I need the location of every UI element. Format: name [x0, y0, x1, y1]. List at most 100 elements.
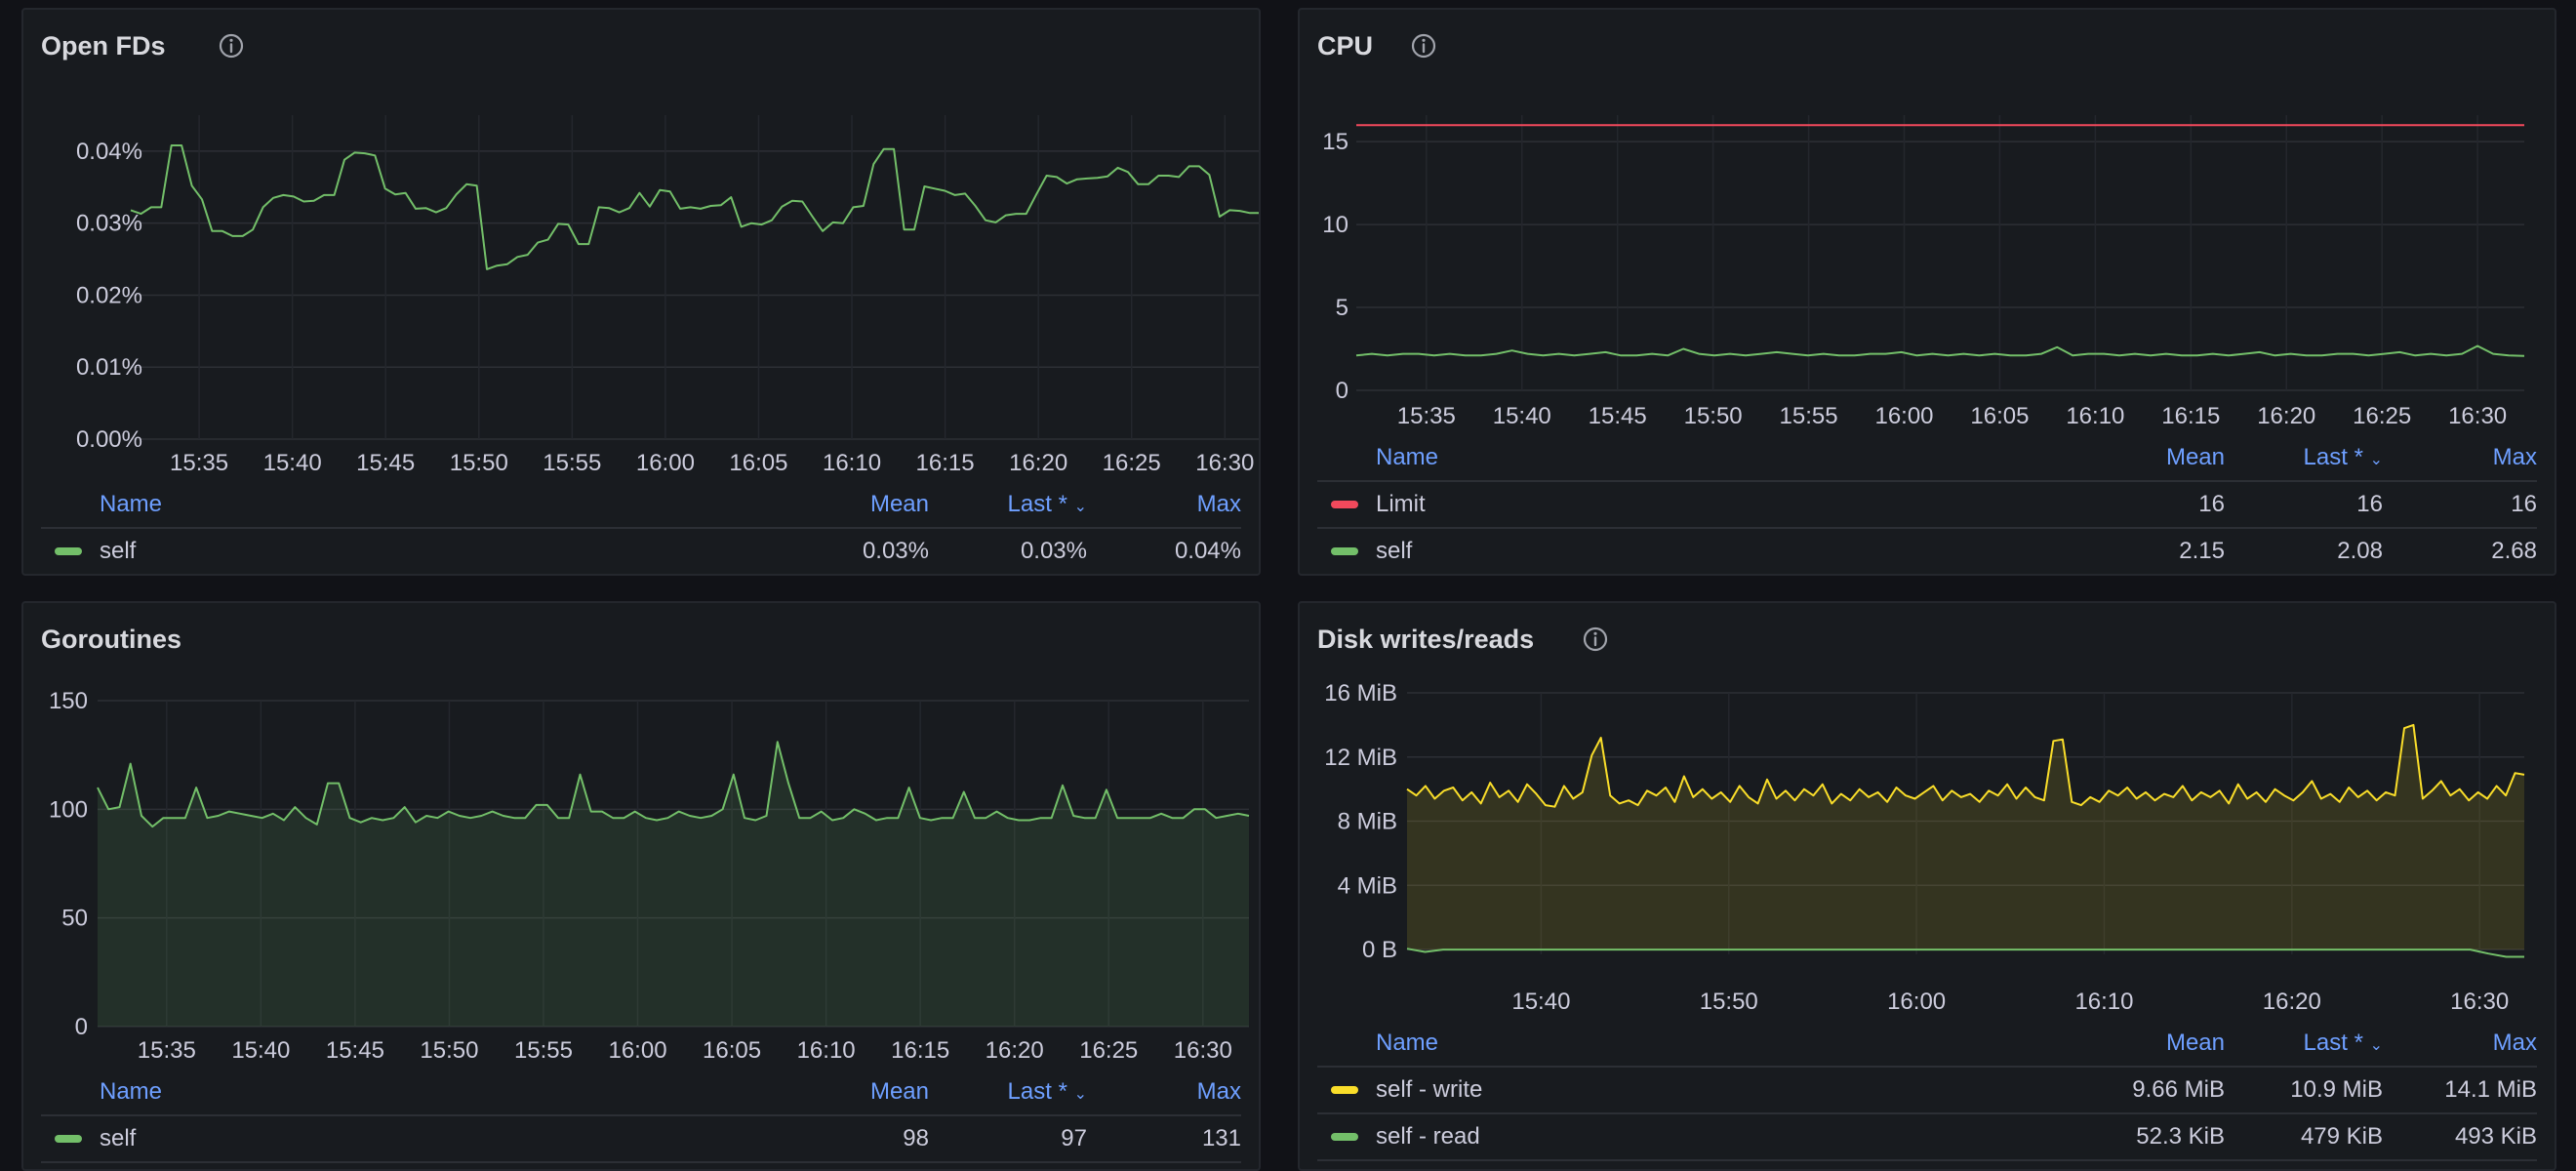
- x-tick-label: 16:30: [2448, 403, 2507, 429]
- cpu-panel: CPU 0 5 10 15 15:35 15:40 15:45 15:50 15:55 16:00 1…: [1298, 8, 2556, 576]
- legend-header-name[interactable]: Name: [1376, 444, 1439, 470]
- x-tick-label: 15:35: [170, 450, 228, 476]
- legend-header-row: Name Mean Last * ⌄ Max: [41, 1070, 1241, 1116]
- legend-header-name[interactable]: Name: [1376, 1030, 1439, 1056]
- legend-header-last[interactable]: Last * ⌄: [2304, 1030, 2383, 1057]
- legend-table: Name Mean Last * ⌄ Max self - write 9.66 MiB 1…: [1317, 1021, 2537, 1161]
- legend-header-last[interactable]: Last * ⌄: [1008, 1078, 1087, 1106]
- series-color-swatch: [1331, 1086, 1358, 1094]
- legend-header-last-label: Last *: [1007, 491, 1067, 517]
- x-tick-label: 15:40: [231, 1037, 290, 1064]
- legend-header-mean[interactable]: Mean: [869, 491, 929, 517]
- x-tick-label: 16:25: [2353, 403, 2411, 429]
- legend-header-max[interactable]: Max: [1196, 491, 1241, 517]
- legend-row[interactable]: self - read 52.3 KiB 479 KiB 493 KiB: [1317, 1114, 2537, 1161]
- legend-last-value: 479 KiB: [2300, 1123, 2383, 1150]
- legend-header-last-label: Last *: [2303, 444, 2363, 470]
- legend-last-value: 2.08: [2337, 538, 2383, 564]
- legend-header-max[interactable]: Max: [2492, 444, 2537, 470]
- y-tick-label: 0.04%: [76, 139, 142, 165]
- chevron-down-icon: ⌄: [1073, 1086, 1087, 1103]
- legend-series-name: self - read: [1376, 1123, 1480, 1150]
- y-tick-label: 0.03%: [76, 211, 142, 237]
- series-color-swatch: [55, 1135, 82, 1143]
- series-line-self[interactable]: [1355, 344, 2525, 357]
- legend-row[interactable]: Limit 16 16 16: [1317, 482, 2537, 529]
- legend-table: Name Mean Last * ⌄ Max self 0.03% 0.03% 0.04%: [41, 482, 1241, 574]
- panel-title[interactable]: Goroutines: [41, 625, 182, 654]
- legend-row[interactable]: self 98 97 131: [41, 1116, 1241, 1163]
- x-tick-label: 16:20: [986, 1037, 1044, 1064]
- legend-max-value: 14.1 MiB: [2444, 1076, 2537, 1103]
- chart[interactable]: 0.00% 0.01% 0.02% 0.03% 0.04% 15:35 15:40 15:45…: [23, 10, 1261, 482]
- legend-mean-value: 16: [2198, 491, 2225, 517]
- legend-header-name[interactable]: Name: [100, 491, 163, 517]
- chart[interactable]: 0 50 100 150 15:35 15:40 15:45 15:50 15:55 16:00 1…: [23, 603, 1261, 1070]
- legend-header-last[interactable]: Last * ⌄: [1008, 491, 1087, 518]
- x-tick-label: 15:50: [1700, 989, 1758, 1015]
- x-tick-label: 16:15: [2161, 403, 2220, 429]
- y-tick-label: 16 MiB: [1324, 680, 1397, 707]
- x-tick-label: 16:15: [916, 450, 975, 476]
- legend-header-mean[interactable]: Mean: [869, 1078, 929, 1105]
- x-tick-label: 15:55: [1780, 403, 1838, 429]
- x-tick-label: 15:55: [543, 450, 601, 476]
- legend-header-name[interactable]: Name: [100, 1078, 163, 1105]
- x-tick-label: 15:45: [356, 450, 415, 476]
- x-tick-label: 15:50: [420, 1037, 478, 1064]
- panel-title[interactable]: Open FDs: [41, 31, 166, 61]
- legend-row[interactable]: self 2.15 2.08 2.68: [1317, 529, 2537, 574]
- chevron-down-icon: ⌄: [2369, 1037, 2383, 1054]
- y-tick-label: 12 MiB: [1324, 745, 1397, 771]
- legend-header-mean[interactable]: Mean: [2165, 444, 2225, 470]
- panel-title[interactable]: CPU: [1317, 31, 1374, 61]
- x-tick-label: 15:45: [326, 1037, 384, 1064]
- y-tick-label: 5: [1336, 295, 1348, 321]
- y-tick-label: 0.01%: [76, 354, 142, 381]
- legend-header-last-label: Last *: [1007, 1078, 1067, 1105]
- x-tick-label: 16:20: [2257, 403, 2315, 429]
- info-circle-icon[interactable]: [217, 31, 246, 61]
- info-circle-icon[interactable]: [1409, 31, 1438, 61]
- legend-mean-value: 2.15: [2179, 538, 2225, 564]
- x-tick-label: 16:00: [608, 1037, 666, 1064]
- x-tick-label: 15:50: [450, 450, 508, 476]
- y-tick-label: 0.00%: [76, 426, 142, 453]
- series-line-self[interactable]: [97, 741, 1250, 828]
- legend-header-max[interactable]: Max: [2492, 1030, 2537, 1056]
- x-tick-label: 16:15: [891, 1037, 949, 1064]
- series-line-self-read[interactable]: [1406, 948, 2524, 958]
- y-tick-label: 4 MiB: [1338, 872, 1397, 899]
- legend-row[interactable]: self - write 9.66 MiB 10.9 MiB 14.1 MiB: [1317, 1068, 2537, 1114]
- panel-title[interactable]: Disk writes/reads: [1317, 625, 1535, 654]
- legend-series-name: self: [100, 1125, 137, 1151]
- legend-header-row: Name Mean Last * ⌄ Max: [41, 482, 1241, 529]
- series-area-self: [98, 742, 1249, 1027]
- series-line-self[interactable]: [130, 144, 1261, 270]
- legend-series-name: self - write: [1376, 1076, 1483, 1103]
- legend-header-last-label: Last *: [2303, 1030, 2363, 1056]
- goroutines-panel: Goroutines 0 50 100 150 15:35 15:40 15:45 15:50 1…: [21, 601, 1261, 1171]
- legend-last-value: 16: [2356, 491, 2383, 517]
- x-tick-label: 15:35: [1397, 403, 1456, 429]
- x-tick-label: 16:30: [1174, 1037, 1232, 1064]
- x-tick-label: 16:30: [1195, 450, 1254, 476]
- info-circle-icon[interactable]: [1581, 625, 1610, 654]
- legend-header-mean[interactable]: Mean: [2165, 1030, 2225, 1056]
- x-tick-label: 16:00: [1887, 989, 1946, 1015]
- x-tick-label: 15:50: [1684, 403, 1743, 429]
- series-area-self-write: [1407, 724, 2524, 950]
- chart[interactable]: 0 B 4 MiB 8 MiB 12 MiB 16 MiB 15:40 15:50 16:00…: [1300, 603, 2556, 1021]
- x-tick-label: 15:40: [1511, 989, 1570, 1015]
- legend-row[interactable]: self 0.03% 0.03% 0.04%: [41, 529, 1241, 574]
- legend-header-last[interactable]: Last * ⌄: [2304, 444, 2383, 471]
- legend-last-value: 10.9 MiB: [2290, 1076, 2383, 1103]
- x-tick-label: 16:30: [2450, 989, 2509, 1015]
- chart[interactable]: 0 5 10 15 15:35 15:40 15:45 15:50 15:55 16:00 16:0…: [1300, 10, 2556, 435]
- chevron-down-icon: ⌄: [1073, 499, 1087, 515]
- legend-header-row: Name Mean Last * ⌄ Max: [1317, 1021, 2537, 1068]
- series-line-self-write[interactable]: [1406, 723, 2525, 808]
- legend-header-max[interactable]: Max: [1196, 1078, 1241, 1105]
- legend-table: Name Mean Last * ⌄ Max Limit 16 16 16 self 2.15 2.…: [1317, 435, 2537, 574]
- y-tick-label: 100: [49, 796, 88, 823]
